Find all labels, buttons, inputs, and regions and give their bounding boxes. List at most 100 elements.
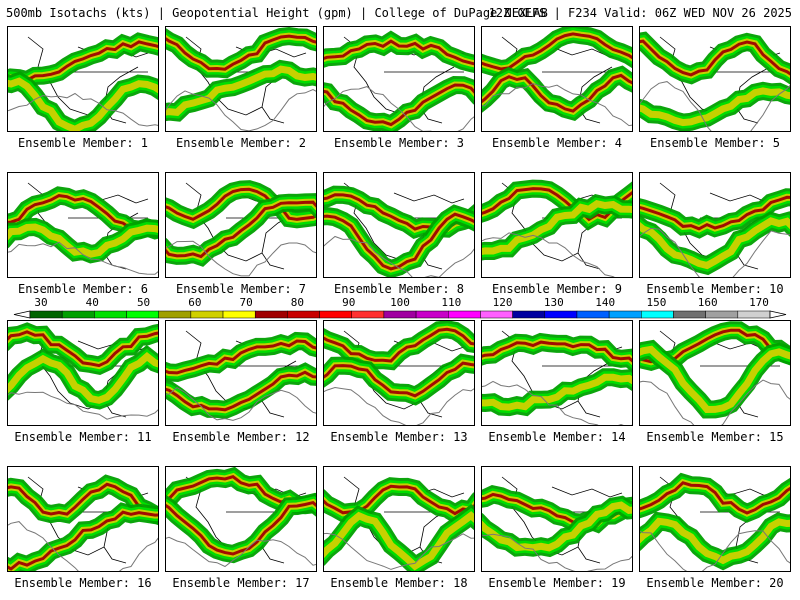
model-run-info: 12Z GEFS | F234 Valid: 06Z WED NOV 26 20… (488, 6, 792, 20)
colorbar-segment (512, 310, 546, 319)
ensemble-map-9 (481, 172, 633, 278)
height-contour (324, 235, 474, 277)
colorbar-segment (737, 310, 771, 319)
ensemble-member-label: Ensemble Member: 4 (491, 136, 623, 150)
coastline (501, 182, 623, 270)
colorbar-right-arrow (769, 310, 787, 319)
colorbar-segment (158, 310, 192, 319)
isotach-band (482, 371, 632, 414)
colorbar-segment (608, 310, 642, 319)
colorbar-segment (61, 310, 95, 319)
colorbar-tick-label: 50 (136, 296, 151, 309)
map-canvas (640, 182, 790, 277)
isotach-band (640, 517, 790, 565)
ensemble-map-7 (165, 172, 317, 278)
ensemble-map-1 (7, 26, 159, 132)
isotach-band (482, 73, 632, 113)
isotach-band (324, 511, 474, 571)
isotach-band (166, 370, 316, 412)
isotach-band (8, 330, 158, 368)
height-contour (166, 536, 316, 568)
map-canvas (482, 179, 632, 277)
colorbar-tick-label: 60 (188, 296, 202, 309)
height-contour (640, 81, 790, 131)
isotach-band (8, 77, 158, 131)
isotach-band (8, 351, 158, 404)
height-contour (166, 240, 316, 277)
height-contour (8, 391, 158, 420)
isotach-band (324, 83, 474, 127)
isotach-band (482, 501, 632, 552)
ensemble-member-label: Ensemble Member: 19 (488, 576, 626, 590)
map-canvas (8, 474, 158, 571)
ensemble-map-2 (165, 26, 317, 132)
ensemble-member-label: Ensemble Member: 2 (175, 136, 307, 150)
colorbar-segment (544, 310, 578, 319)
height-contour (8, 92, 158, 127)
height-contour (640, 530, 790, 571)
height-contour (166, 89, 316, 131)
map-canvas (640, 31, 790, 131)
ensemble-map-4 (481, 26, 633, 132)
isotach-band (640, 39, 790, 77)
isotach-band (324, 484, 474, 516)
colorbar-tick-label: 80 (290, 296, 305, 309)
isotach-band (166, 187, 316, 221)
ensemble-member-label: Ensemble Member: 3 (333, 136, 465, 150)
colorbar-tick-label: 110 (441, 296, 462, 309)
isotach-band (324, 39, 474, 66)
ensemble-member-label: Ensemble Member: 17 (172, 576, 310, 590)
colorbar-tick-label: 170 (749, 296, 769, 309)
colorbar-tick-label: 70 (239, 296, 253, 309)
colorbar-tick-label: 120 (492, 296, 513, 309)
map-canvas (166, 330, 316, 421)
ensemble-map-3 (323, 26, 475, 132)
coastline (185, 36, 307, 124)
height-contour (324, 86, 474, 131)
ensemble-map-17 (165, 466, 317, 572)
colorbar-tick-label: 30 (34, 296, 48, 309)
colorbar-segment (415, 310, 449, 319)
isotach-band (640, 195, 790, 231)
isotach-band (482, 373, 632, 411)
ensemble-member-label: Ensemble Member: 11 (14, 430, 152, 444)
ensemble-map-19 (481, 466, 633, 572)
coastline (659, 182, 781, 270)
height-contour (482, 232, 615, 277)
ensemble-map-16 (7, 466, 159, 572)
colorbar-tick-label: 40 (85, 296, 99, 309)
colorbar-left-arrow (13, 310, 31, 319)
ensemble-map-18 (323, 466, 475, 572)
height-contour (166, 386, 316, 421)
map-canvas (8, 322, 158, 420)
map-canvas (8, 182, 158, 275)
wind-speed-colorbar (13, 310, 787, 319)
ensemble-member-label: Ensemble Member: 16 (14, 576, 152, 590)
isotach-band (482, 340, 632, 363)
map-canvas (166, 180, 316, 277)
colorbar-segment (222, 310, 256, 319)
ensemble-map-11 (7, 320, 159, 426)
height-contour (640, 379, 790, 425)
map-canvas (324, 182, 474, 277)
map-title: 500mb Isotachs (kts) | Geopotential Heig… (6, 6, 548, 20)
isotach-band (166, 34, 316, 71)
ensemble-member-label: Ensemble Member: 7 (175, 282, 307, 296)
isotach-band (640, 87, 790, 127)
colorbar-tick-label: 90 (342, 296, 356, 309)
ensemble-member-label: Ensemble Member: 5 (649, 136, 781, 150)
map-canvas (482, 330, 632, 425)
ensemble-member-label: Ensemble Member: 20 (646, 576, 784, 590)
map-canvas (482, 27, 632, 127)
isotach-band (324, 482, 474, 518)
colorbar-tick-label: 160 (697, 296, 718, 309)
isotach-band (8, 482, 158, 518)
colorbar-tick-label: 150 (646, 296, 667, 309)
map-canvas (166, 27, 316, 131)
map-canvas (640, 472, 790, 571)
colorbar-segment (254, 310, 288, 319)
map-canvas (324, 321, 474, 425)
ensemble-map-20 (639, 466, 791, 572)
colorbar-segment (673, 310, 706, 319)
isotach-band (166, 65, 316, 117)
